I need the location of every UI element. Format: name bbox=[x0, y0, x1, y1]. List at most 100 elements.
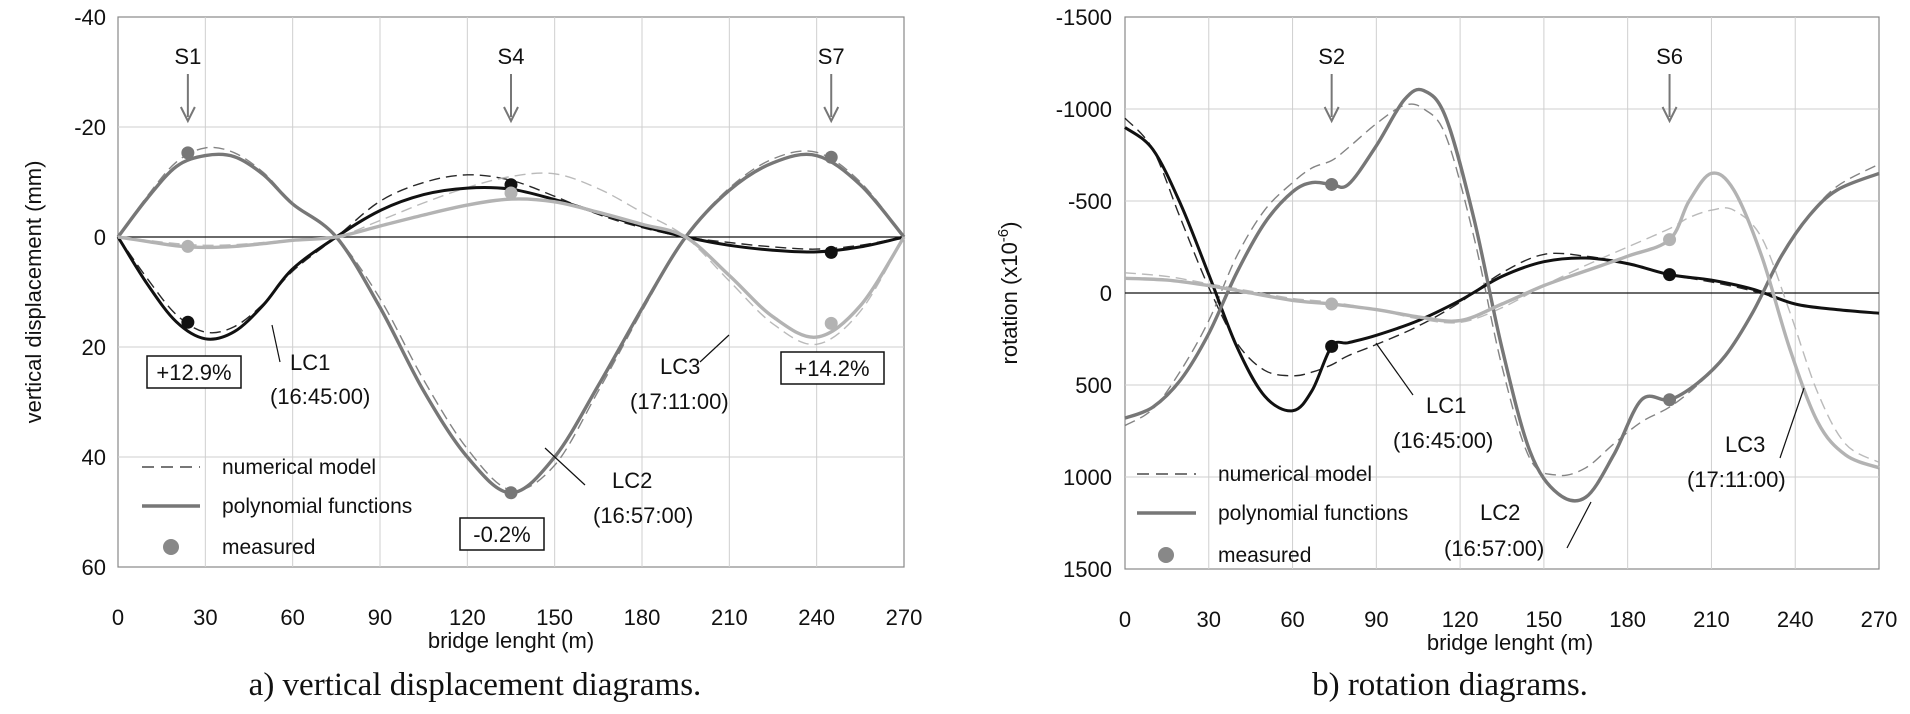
lc3-polynomial-line-b bbox=[1124, 171, 1880, 470]
ytick-a--40: -40 bbox=[74, 5, 106, 30]
lc2-pointer-a bbox=[544, 447, 586, 486]
ticks-b: 0 30 60 90 120 150 180 210 240 270 -1500 -1000 -500 0… bbox=[1056, 5, 1898, 632]
xtick-a-0: 0 bbox=[112, 605, 124, 630]
sensors-b: S2 S6 bbox=[1318, 44, 1683, 124]
lc1-polynomial-line-b bbox=[1124, 126, 1880, 413]
xtick-a-180: 180 bbox=[624, 605, 661, 630]
lc1-numerical-line-b bbox=[1124, 117, 1880, 377]
lc2-pointer-b bbox=[1566, 501, 1592, 549]
series-b bbox=[1124, 87, 1880, 503]
legend-a: numerical model polynomial functions mea… bbox=[142, 456, 412, 559]
lc1-pointer-a bbox=[271, 324, 281, 363]
sensor-arrowhead-s6 bbox=[1661, 106, 1678, 124]
caption-b: b) rotation diagrams. bbox=[1312, 667, 1588, 703]
sensor-label-s6: S6 bbox=[1656, 44, 1683, 69]
ytick-a--20: -20 bbox=[74, 115, 106, 140]
xtick-a-270: 270 bbox=[886, 605, 923, 630]
lc2-measured-point-b-0 bbox=[1325, 177, 1339, 191]
ylabel-b-main: rotation (x10 bbox=[997, 242, 1022, 364]
lc1-pointer-b bbox=[1375, 342, 1414, 396]
lc3-numerical-line-b bbox=[1124, 207, 1880, 463]
lc1-measured-point-b-1 bbox=[1663, 268, 1677, 282]
ytick-b--1500: -1500 bbox=[1056, 5, 1112, 30]
xtick-a-60: 60 bbox=[280, 605, 304, 630]
ylabel-b-sup: -6 bbox=[995, 229, 1012, 242]
sensor-label-s2: S2 bbox=[1318, 44, 1345, 69]
lc3-label-a: LC3 bbox=[660, 354, 700, 379]
sensor-arrowhead-s2 bbox=[1323, 106, 1340, 124]
lc2-polynomial-line-a bbox=[116, 152, 906, 495]
lc1-measured-point-b-0 bbox=[1325, 339, 1339, 353]
lc1-measured-point-a-2 bbox=[824, 245, 838, 259]
ylabel-b-end: ) bbox=[997, 222, 1022, 229]
lc3-pointer-a bbox=[699, 334, 730, 363]
lc2-measured-point-b-1 bbox=[1663, 393, 1677, 407]
legend-measured-a: measured bbox=[222, 536, 315, 559]
xlabel-b: bridge lenght (m) bbox=[1427, 630, 1593, 655]
lc2-label-a: LC2 bbox=[612, 468, 652, 493]
sensor-label-s7: S7 bbox=[818, 44, 845, 69]
sensor-arrowhead-s1 bbox=[179, 106, 196, 124]
xtick-a-210: 210 bbox=[711, 605, 748, 630]
lc1-measured-point-a-0 bbox=[181, 315, 195, 329]
lc1-numerical-line-a bbox=[117, 174, 905, 334]
legend-polynomial-b: polynomial functions bbox=[1218, 502, 1408, 525]
chart-a: 0 30 60 90 120 150 180 210 240 270 -40 -20 0 20 40 60 S… bbox=[21, 5, 922, 703]
xtick-b-270: 270 bbox=[1861, 607, 1898, 632]
xtick-b-120: 120 bbox=[1442, 607, 1479, 632]
legend-polynomial-a: polynomial functions bbox=[222, 495, 412, 518]
annotation-1: +12.9% bbox=[156, 360, 231, 385]
legend-measured-swatch-b bbox=[1158, 547, 1174, 563]
caption-a: a) vertical displacement diagrams. bbox=[249, 667, 702, 703]
lc2-measured-point-a-0 bbox=[181, 146, 195, 160]
lc1-time-a: (16:45:00) bbox=[270, 384, 370, 409]
lc3-measured-point-b-0 bbox=[1325, 297, 1339, 311]
ytick-a-60: 60 bbox=[82, 555, 106, 580]
lc3-time-b: (17:11:00) bbox=[1687, 467, 1786, 492]
ylabel-a: vertical displacement (mm) bbox=[21, 161, 46, 424]
ytick-a-40: 40 bbox=[82, 445, 106, 470]
legend-numerical-b: numerical model bbox=[1218, 463, 1372, 486]
ytick-b-500: 500 bbox=[1075, 373, 1112, 398]
ytick-a-20: 20 bbox=[82, 335, 106, 360]
annotation-box-2 bbox=[459, 517, 545, 551]
ytick-b-1500: 1500 bbox=[1063, 557, 1112, 582]
lc2-measured-point-a-1 bbox=[504, 486, 518, 500]
legend-measured-swatch-a bbox=[163, 539, 179, 555]
lc2-numerical-line-a bbox=[117, 146, 905, 492]
xtick-b-90: 90 bbox=[1364, 607, 1388, 632]
ytick-b-0: 0 bbox=[1100, 281, 1112, 306]
sensor-arrowhead-s4 bbox=[503, 106, 519, 124]
lc2-time-b: (16:57:00) bbox=[1444, 536, 1544, 561]
lc3-measured-point-a-1 bbox=[504, 186, 518, 200]
lc1-label-a: LC1 bbox=[290, 350, 330, 375]
ytick-b-1000: 1000 bbox=[1063, 465, 1112, 490]
lc1-label-b: LC1 bbox=[1426, 393, 1466, 418]
sensor-label-s4: S4 bbox=[498, 44, 525, 69]
chart-b: 0 30 60 90 120 150 180 210 240 270 -1500 -1000 -500 0… bbox=[995, 5, 1897, 703]
lc3-label-b: LC3 bbox=[1725, 432, 1765, 457]
xtick-b-60: 60 bbox=[1280, 607, 1304, 632]
xtick-b-150: 150 bbox=[1526, 607, 1563, 632]
annotation-2: -0.2% bbox=[473, 522, 530, 547]
ytick-b--500: -500 bbox=[1068, 189, 1112, 214]
sensors-a: S1 S4 S7 bbox=[174, 44, 845, 124]
sensor-label-s1: S1 bbox=[174, 44, 201, 69]
ylabel-b: rotation (x10-6) bbox=[995, 222, 1022, 365]
sensor-arrowhead-s7 bbox=[823, 106, 840, 124]
legend-b: numerical model polynomial functions mea… bbox=[1137, 463, 1408, 567]
xtick-a-240: 240 bbox=[798, 605, 835, 630]
series-a bbox=[116, 146, 906, 500]
annotation-box-3 bbox=[780, 351, 885, 385]
xtick-b-180: 180 bbox=[1609, 607, 1646, 632]
lc3-measured-point-b-1 bbox=[1663, 233, 1677, 247]
grid-a bbox=[118, 17, 904, 567]
xlabel-a: bridge lenght (m) bbox=[428, 628, 594, 653]
lc3-time-a: (17:11:00) bbox=[630, 389, 729, 414]
xtick-a-90: 90 bbox=[368, 605, 392, 630]
ytick-a-0: 0 bbox=[94, 225, 106, 250]
xtick-b-0: 0 bbox=[1119, 607, 1131, 632]
xtick-b-30: 30 bbox=[1197, 607, 1221, 632]
lc1-polynomial-line-a bbox=[116, 185, 905, 341]
